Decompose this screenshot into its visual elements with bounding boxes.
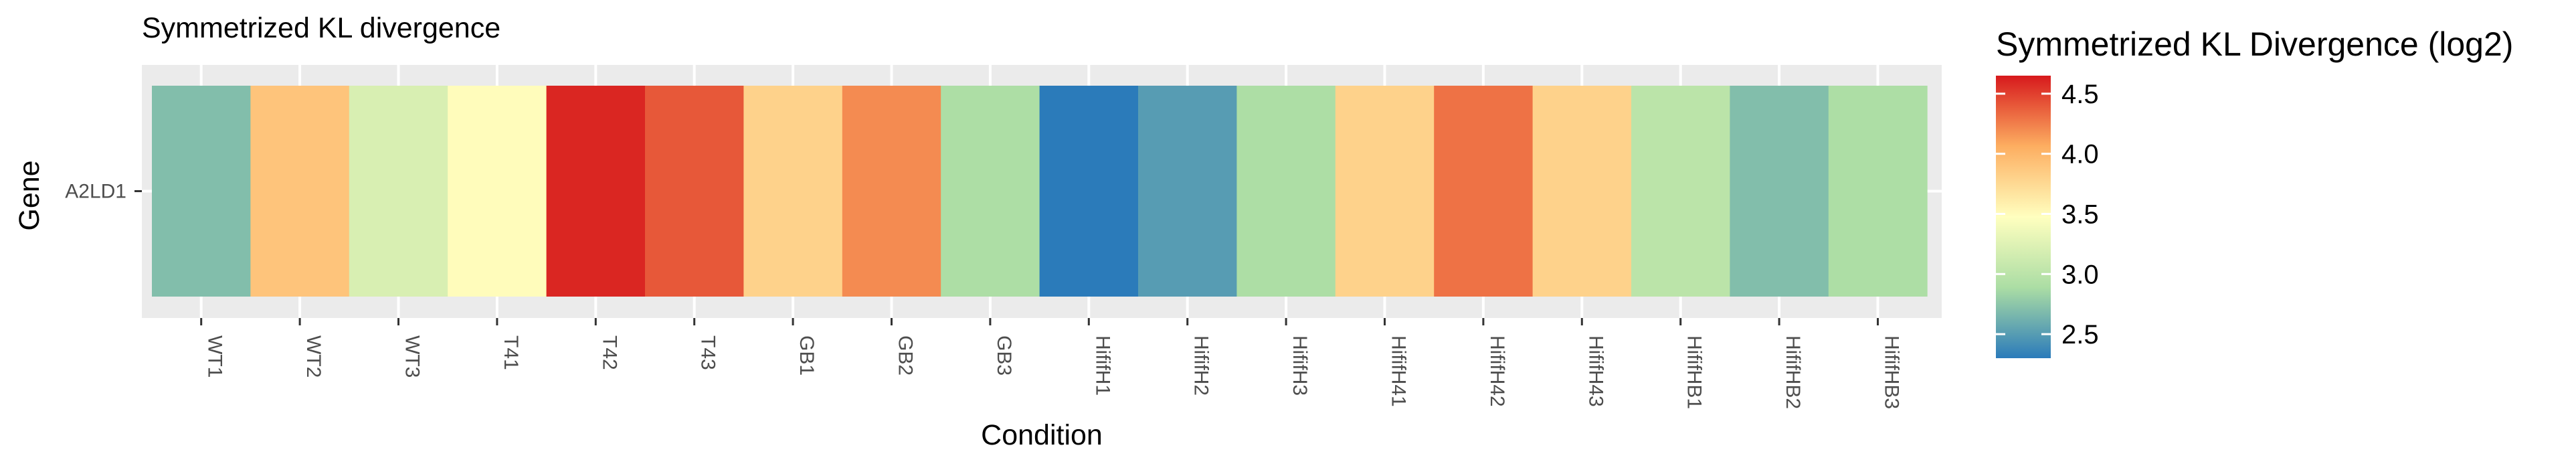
legend-ticks: 2.5 3.0 3.5 4.0 4.5	[1996, 80, 2099, 349]
heatmap-cell	[1236, 86, 1336, 297]
heatmap-cell	[250, 86, 350, 297]
heatmap-cell	[645, 86, 744, 297]
x-axis-ticks: WT1 WT2 WT3 T41 T42 T43 GB1 GB2 GB3 HififH1 HififH…	[200, 318, 1903, 409]
legend-tick-label: 3.5	[2061, 200, 2099, 230]
x-tick-label: T41	[500, 335, 522, 370]
heatmap-cell	[1434, 86, 1534, 297]
heatmap-cell	[1335, 86, 1435, 297]
x-tick-label: HififH2	[1190, 335, 1212, 396]
heatmap-cell	[743, 86, 843, 297]
legend-tick-label: 2.5	[2061, 320, 2099, 349]
y-tick-label: A2LD1	[65, 181, 126, 203]
x-tick-label: GB2	[895, 335, 917, 376]
heatmap-cell	[152, 86, 251, 297]
heatmap-cell	[1730, 86, 1829, 297]
legend-colorbar	[1996, 76, 2051, 358]
x-tick-label: T43	[697, 335, 719, 370]
x-tick-label: WT2	[302, 335, 325, 378]
x-tick-label: GB3	[993, 335, 1015, 376]
legend-tick-label: 3.0	[2061, 260, 2099, 289]
x-tick-label: HififH41	[1388, 335, 1410, 407]
heatmap-cell	[448, 86, 547, 297]
heatmap-cell	[1138, 86, 1237, 297]
x-tick-label: HififH3	[1289, 335, 1311, 396]
x-tick-label: HififHB3	[1881, 335, 1903, 409]
heatmap-cell	[546, 86, 646, 297]
legend-title: Symmetrized KL Divergence (log2)	[1996, 25, 2513, 63]
x-tick-label: GB1	[796, 335, 818, 376]
heatmap-cell	[941, 86, 1040, 297]
x-axis-title: Condition	[981, 419, 1103, 451]
x-tick-label: T42	[598, 335, 620, 370]
heatmap-cell	[842, 86, 941, 297]
x-tick-label: WT3	[401, 335, 424, 378]
x-tick-label: HififH42	[1486, 335, 1508, 407]
x-tick-label: HififH43	[1584, 335, 1606, 407]
heatmap-cell	[1532, 86, 1632, 297]
heatmap-cell	[1828, 86, 1928, 297]
x-tick-label: HififHB1	[1683, 335, 1706, 409]
heatmap-cell	[349, 86, 448, 297]
legend-tick-label: 4.0	[2061, 140, 2099, 169]
x-tick-label: WT1	[204, 335, 226, 378]
y-axis-ticks: A2LD1	[65, 181, 142, 203]
x-tick-label: HififHB2	[1782, 335, 1804, 409]
heatmap-cell	[1631, 86, 1730, 297]
heatmap-cell	[1039, 86, 1139, 297]
heatmap-cells	[152, 86, 1928, 297]
y-axis-title: Gene	[13, 160, 45, 230]
legend-tick-label: 4.5	[2061, 80, 2099, 109]
x-tick-label: HififH1	[1091, 335, 1113, 396]
chart-title: Symmetrized KL divergence	[142, 12, 500, 44]
